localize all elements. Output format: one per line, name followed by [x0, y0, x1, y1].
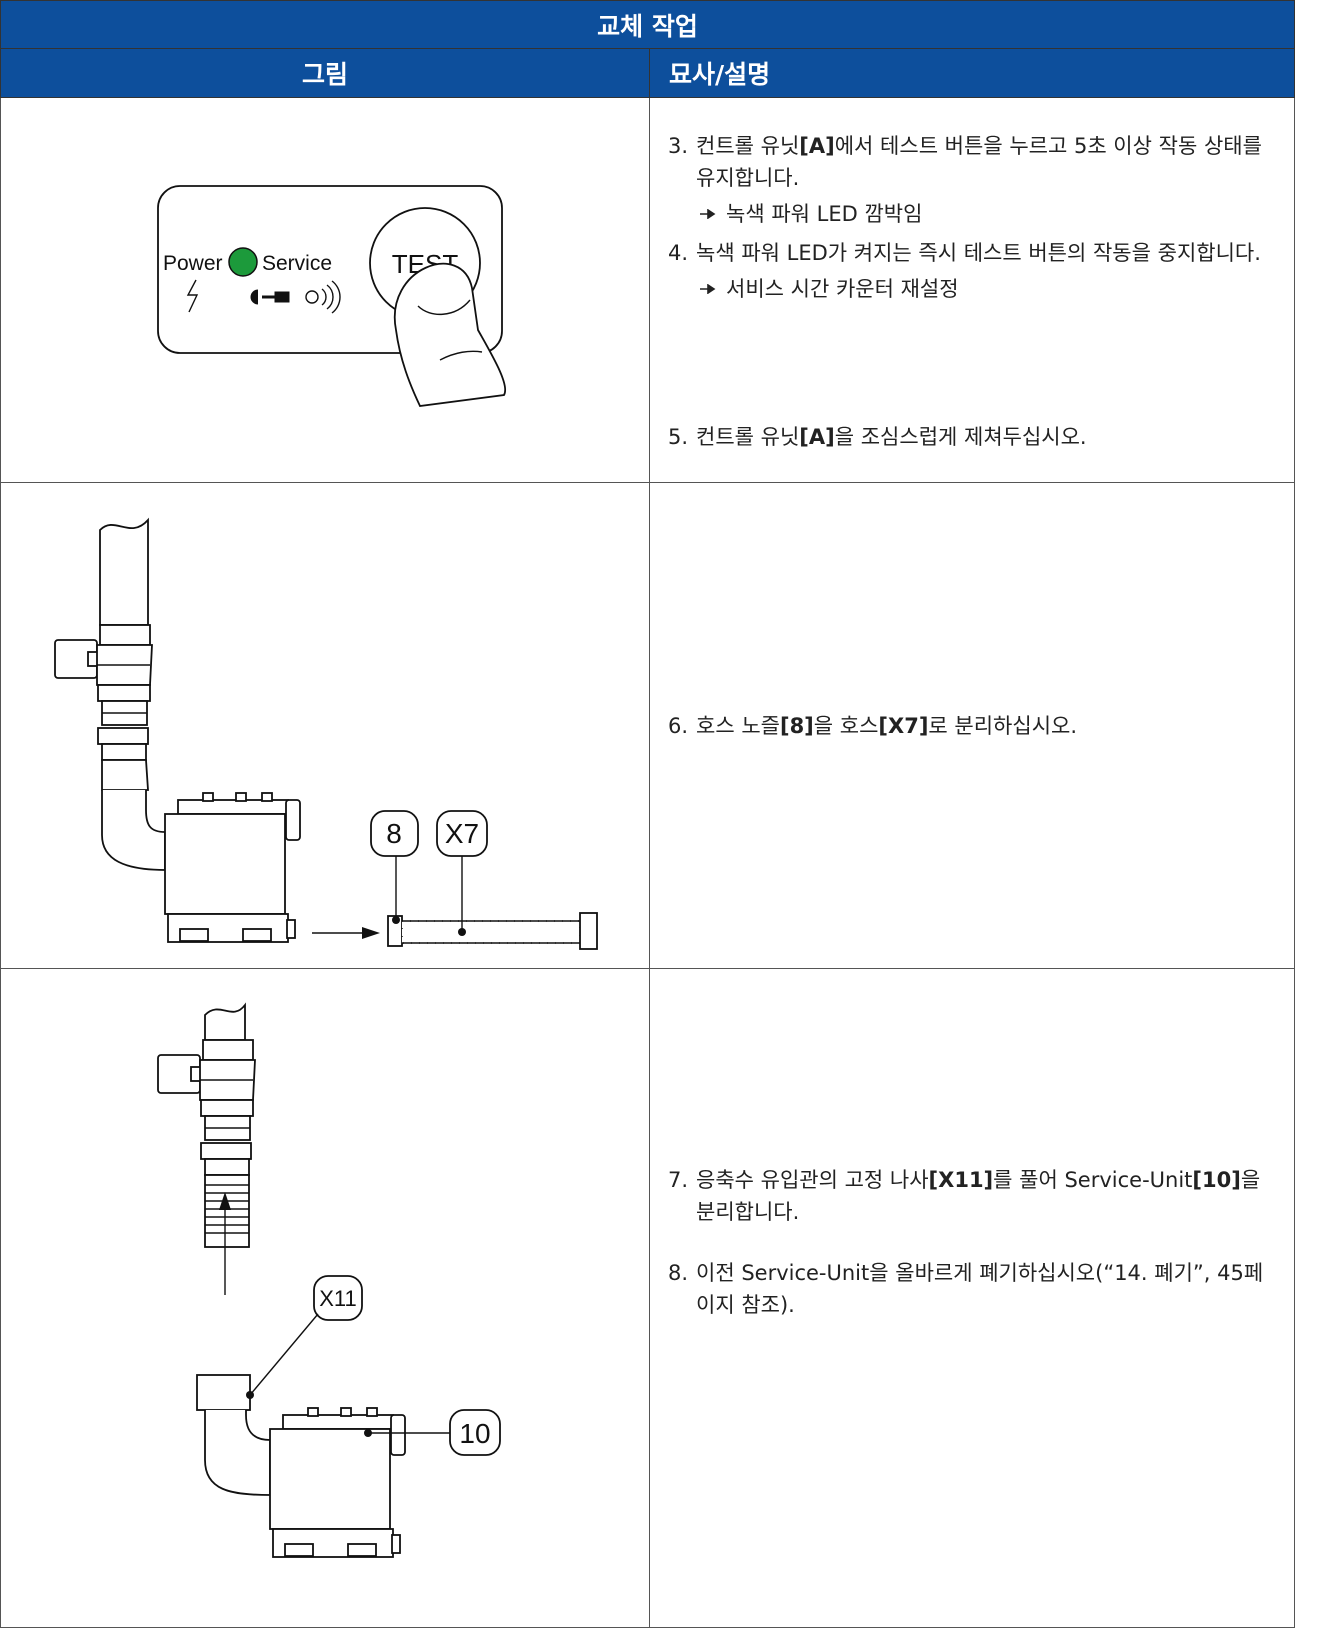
step-number: 3. — [668, 134, 689, 158]
text-segment: 컨트롤 유닛 — [696, 425, 800, 449]
step-number: 8. — [668, 1261, 689, 1285]
step-number: 6. — [668, 714, 689, 738]
result-arrow — [700, 284, 716, 294]
text-segment: 호스 노즐 — [696, 714, 780, 738]
text-segment: 을 호스 — [813, 714, 879, 738]
text-cell — [649, 482, 1295, 969]
step: 6. 호스 노즐[8]을 호스[X7]로 분리하십시오. — [668, 710, 1268, 742]
step-text: 응축수 유입관의 고정 나사[X11]를 풀어 Service-Unit[10]… — [696, 1164, 1268, 1228]
text-segment: 을 분리합니다. — [696, 1168, 1261, 1224]
column-header: 그림 — [0, 48, 650, 98]
text-segment: 이전 Service-Unit을 올바르게 폐기하십시오(“14. 폐기”, 4… — [696, 1261, 1264, 1317]
figure-label: Service — [262, 252, 332, 275]
step-number: 5. — [668, 425, 689, 449]
text-segment: 녹색 파워 LED가 켜지는 즉시 테스트 버튼의 작동을 중지합니다. — [696, 241, 1261, 265]
step-result: 서비스 시간 카운터 재설정 — [700, 273, 1268, 305]
callout-label: 10 — [459, 1418, 490, 1449]
reference: [10] — [1192, 1168, 1241, 1192]
text-cell — [649, 98, 1295, 483]
step: 4. 녹색 파워 LED가 켜지는 즉시 테스트 버튼의 작동을 중지합니다. 서비… — [668, 237, 1268, 305]
step-text: 컨트롤 유닛[A]을 조심스럽게 제쳐두십시오. — [696, 421, 1268, 453]
text-segment: 에서 테스트 버튼을 누르고 5초 이상 작동 상태를 유지합니다. — [696, 134, 1262, 190]
step-text: 호스 노즐[8]을 호스[X7]로 분리하십시오. — [696, 710, 1268, 742]
reference: [X11] — [928, 1168, 994, 1192]
reference: [8] — [779, 714, 814, 738]
step-text: 컨트롤 유닛[A]에서 테스트 버튼을 누르고 5초 이상 작동 상태를 유지합… — [696, 130, 1268, 194]
step-number: 7. — [668, 1168, 689, 1192]
figures: Power Service TEST 8 X7 — [54, 185, 598, 1558]
reference: [A] — [799, 425, 835, 449]
result-arrow — [700, 209, 716, 219]
text-segment: 응축수 유입관의 고정 나사 — [696, 1168, 929, 1192]
step: 3. 컨트롤 유닛[A]에서 테스트 버튼을 누르고 5초 이상 작동 상태를 유… — [668, 130, 1268, 230]
table-title: 교체 작업 — [0, 0, 1295, 49]
callout-label: X7 — [445, 818, 479, 849]
column-header: 묘사/설명 — [649, 48, 1295, 98]
step: 8. 이전 Service-Unit을 올바르게 폐기하십시오(“14. 폐기”,… — [668, 1257, 1268, 1321]
text-segment: 를 풀어 Service-Unit — [993, 1168, 1193, 1192]
step-number: 4. — [668, 241, 689, 265]
result-text: 녹색 파워 LED 깜박임 — [726, 202, 923, 226]
reference: [A] — [799, 134, 835, 158]
text-segment: 로 분리하십시오. — [928, 714, 1078, 738]
reference: [X7] — [878, 714, 929, 738]
step-result: 녹색 파워 LED 깜박임 — [700, 198, 1268, 230]
figure-label: Power — [163, 252, 223, 275]
text-segment: 컨트롤 유닛 — [696, 134, 800, 158]
text-segment: 을 조심스럽게 제쳐두십시오. — [834, 425, 1087, 449]
step: 5. 컨트롤 유닛[A]을 조심스럽게 제쳐두십시오. — [668, 421, 1268, 453]
callout-label: 8 — [386, 818, 402, 849]
step: 7. 응축수 유입관의 고정 나사[X11]를 풀어 Service-Unit[1… — [668, 1164, 1268, 1228]
callout-label: X11 — [319, 1286, 357, 1311]
step-text: 이전 Service-Unit을 올바르게 폐기하십시오(“14. 폐기”, 4… — [696, 1257, 1268, 1321]
result-text: 서비스 시간 카운터 재설정 — [726, 277, 959, 301]
step-text: 녹색 파워 LED가 켜지는 즉시 테스트 버튼의 작동을 중지합니다. — [696, 237, 1268, 269]
